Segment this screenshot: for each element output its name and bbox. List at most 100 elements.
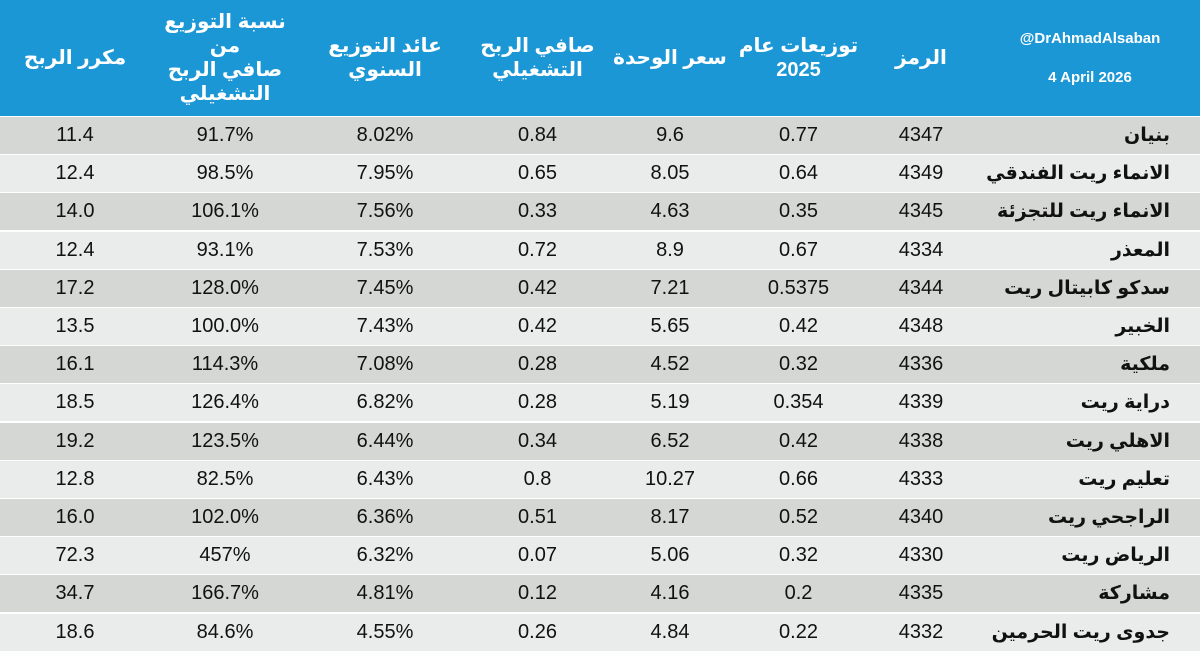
payout-cell: 84.6% [196, 620, 254, 643]
price-cell: 7.21 [650, 276, 690, 299]
payout-cell: 100.0% [191, 315, 259, 337]
yield-cell: 7.95% [356, 162, 414, 185]
symbol-cell: 4332 [898, 620, 944, 643]
header-net-operating-profit: صافي الربح التشغيلي [480, 35, 595, 81]
table-row: دراية ريت 4339 0.354 5.19 0.28 6.82% 126.4% 18.… [0, 383, 1200, 422]
profit-cell: 0.51 [518, 506, 557, 528]
pe-cell: 17.2 [55, 276, 95, 299]
yield-cell: 6.44% [356, 429, 414, 452]
name-cell: الرياض ريت [1061, 545, 1170, 567]
table-row: الراجحي ريت 4340 0.52 8.17 0.51 6.36% 102.0% 16… [0, 498, 1200, 536]
yield-cell: 6.32% [356, 544, 414, 567]
symbol-cell: 4347 [898, 124, 944, 146]
profit-cell: 0.65 [518, 162, 557, 185]
pe-cell: 11.4 [56, 124, 94, 146]
yield-cell: 8.02% [356, 124, 414, 146]
header-symbol: الرمز [895, 47, 947, 69]
profit-cell: 0.84 [518, 124, 557, 146]
name-cell: المعذر [1110, 239, 1170, 261]
pe-cell: 13.5 [55, 315, 95, 337]
symbol-cell: 4335 [898, 582, 944, 605]
distribution-cell: 0.67 [779, 238, 818, 261]
price-cell: 10.27 [644, 467, 696, 490]
header-distributions-2025: توزيعات عام 2025 [738, 35, 859, 81]
yield-cell: 7.53% [356, 238, 414, 261]
table-row: المعذر 4334 0.67 8.9 0.72 7.53% 93.1% 12.4 [0, 230, 1200, 269]
pe-cell: 12.4 [55, 238, 95, 261]
symbol-cell: 4348 [898, 315, 944, 337]
yield-cell: 4.55% [356, 620, 414, 643]
profit-cell: 0.42 [518, 276, 557, 299]
price-cell: 4.84 [650, 620, 690, 643]
name-cell: الخبير [1115, 316, 1170, 337]
payout-cell: 106.1% [191, 200, 259, 223]
profit-cell: 0.07 [518, 544, 557, 567]
profit-cell: 0.33 [518, 200, 557, 223]
distribution-cell: 0.22 [779, 620, 818, 643]
header-annual-yield: عائد التوزيع السنوي [328, 35, 442, 81]
name-cell: بنيان [1124, 125, 1170, 146]
distribution-cell: 0.35 [779, 200, 818, 223]
distribution-cell: 0.42 [779, 315, 818, 337]
price-cell: 8.05 [650, 162, 690, 185]
name-cell: تعليم ريت [1078, 468, 1170, 490]
pe-cell: 12.8 [55, 467, 95, 490]
payout-cell: 166.7% [191, 582, 259, 605]
table-row: الانماء ريت الفندقي 4349 0.64 8.05 0.65 7.95%… [0, 154, 1200, 193]
table-header: @DrAhmadAlsaban 4 April 2026 الرمز توزيع… [0, 0, 1200, 116]
pe-cell: 16.1 [55, 353, 95, 376]
symbol-cell: 4339 [898, 391, 944, 414]
distribution-cell: 0.354 [773, 391, 824, 414]
payout-cell: 457% [199, 544, 251, 567]
yield-cell: 6.82% [356, 391, 414, 414]
name-cell: دراية ريت [1080, 392, 1170, 414]
pe-cell: 19.2 [55, 429, 95, 452]
symbol-cell: 4336 [898, 353, 944, 376]
distribution-cell: 0.32 [779, 544, 818, 567]
profit-cell: 0.72 [518, 238, 557, 261]
name-cell: الراجحي ريت [1047, 507, 1170, 528]
name-cell: مشاركة [1098, 583, 1170, 605]
distribution-cell: 0.64 [779, 162, 818, 185]
table-row: مشاركة 4335 0.2 4.16 0.12 4.81% 166.7% 34.7 [0, 574, 1200, 613]
symbol-cell: 4345 [898, 200, 944, 223]
table-row: الاهلي ريت 4338 0.42 6.52 0.34 6.44% 123.5% 19.… [0, 421, 1200, 460]
table-row: جدوى ريت الحرمين 4332 0.22 4.84 0.26 4.55% 84.… [0, 612, 1200, 651]
price-cell: 4.52 [650, 353, 690, 376]
symbol-cell: 4338 [898, 429, 944, 452]
payout-cell: 123.5% [191, 429, 259, 452]
payout-cell: 93.1% [196, 238, 254, 261]
payout-cell: 91.7% [196, 124, 254, 146]
credit-date: 4 April 2026 [1048, 68, 1132, 86]
pe-cell: 12.4 [55, 162, 95, 185]
distribution-cell: 0.2 [784, 582, 813, 605]
distribution-cell: 0.42 [779, 429, 818, 452]
distribution-cell: 0.52 [779, 506, 818, 528]
payout-cell: 128.0% [191, 276, 259, 299]
name-cell: سدكو كابيتال ريت [1004, 277, 1170, 299]
table-row: تعليم ريت 4333 0.66 10.27 0.8 6.43% 82.5% 12.8 [0, 459, 1200, 498]
profit-cell: 0.34 [518, 429, 557, 452]
payout-cell: 114.3% [191, 353, 259, 376]
symbol-cell: 4334 [898, 238, 944, 261]
pe-cell: 18.5 [55, 391, 95, 414]
payout-cell: 82.5% [196, 467, 254, 490]
price-cell: 4.16 [650, 582, 690, 605]
header-pe-ratio: مكرر الربح [23, 47, 127, 69]
profit-cell: 0.28 [518, 353, 557, 376]
credit-cell: @DrAhmadAlsaban 4 April 2026 [980, 0, 1200, 116]
profit-cell: 0.28 [518, 391, 557, 414]
table-row: الخبير 4348 0.42 5.65 0.42 7.43% 100.0% 13.5 [0, 307, 1200, 345]
distribution-cell: 0.5375 [767, 276, 830, 299]
price-cell: 4.63 [650, 200, 690, 223]
name-cell: الاهلي ريت [1065, 430, 1170, 452]
name-cell: جدوى ريت الحرمين [991, 621, 1170, 643]
symbol-cell: 4333 [898, 467, 944, 490]
table-row: سدكو كابيتال ريت 4344 0.5375 7.21 0.42 7.45% 1… [0, 268, 1200, 307]
symbol-cell: 4349 [898, 162, 944, 185]
profit-cell: 0.8 [523, 467, 552, 490]
pe-cell: 34.7 [55, 582, 95, 605]
payout-cell: 98.5% [196, 162, 254, 185]
yield-cell: 7.08% [356, 353, 414, 376]
